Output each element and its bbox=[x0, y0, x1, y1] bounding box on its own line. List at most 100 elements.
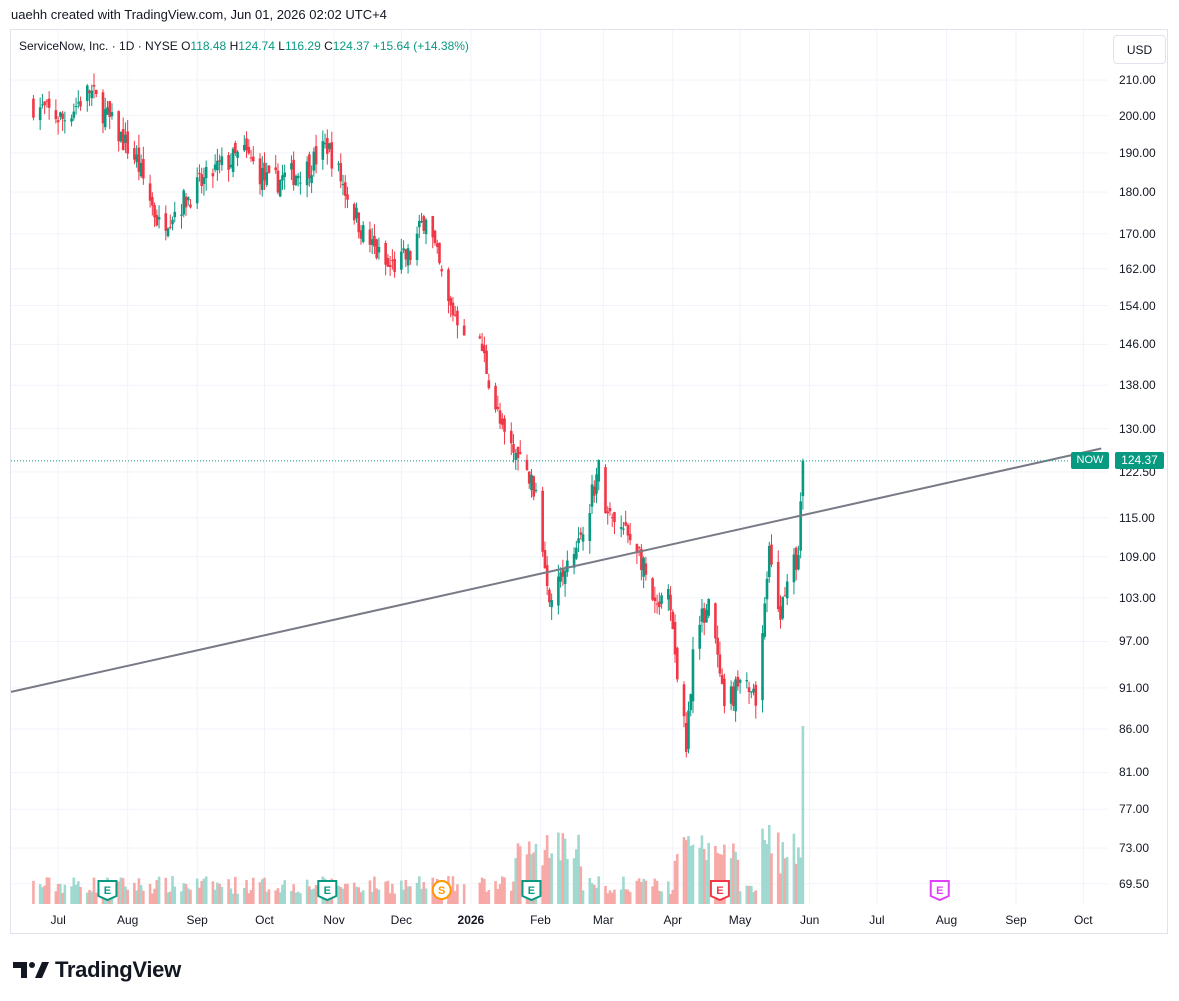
candle-body bbox=[106, 107, 109, 115]
volume-bar bbox=[779, 873, 782, 904]
volume-bar bbox=[496, 889, 500, 904]
legend-close: 124.37 bbox=[332, 39, 370, 53]
earnings-event-icon[interactable]: E bbox=[317, 880, 338, 902]
volume-bar bbox=[750, 886, 753, 904]
candle-body bbox=[343, 182, 347, 196]
candle-body bbox=[610, 517, 614, 519]
price-tick-label: 86.00 bbox=[1119, 721, 1150, 736]
candle-body bbox=[483, 345, 486, 354]
earnings-event-icon[interactable]: E bbox=[709, 880, 730, 902]
volume-bar bbox=[155, 880, 159, 904]
candle-body bbox=[729, 686, 733, 704]
volume-bar bbox=[359, 892, 363, 904]
candle-body bbox=[700, 608, 704, 622]
legend-close-label: C bbox=[324, 39, 333, 53]
candle-body bbox=[716, 637, 719, 655]
trendline[interactable] bbox=[10, 447, 1102, 693]
volume-bar bbox=[595, 887, 598, 904]
candle-body bbox=[236, 151, 239, 158]
time-tick-label: Jul bbox=[869, 913, 885, 927]
volume-bar bbox=[391, 883, 394, 904]
volume-bar bbox=[263, 877, 266, 904]
volume-bar bbox=[415, 882, 419, 904]
volume-bar bbox=[642, 878, 645, 904]
volume-bar bbox=[767, 824, 771, 904]
volume-bar bbox=[85, 892, 89, 904]
candle-body bbox=[660, 595, 663, 604]
volume-bar bbox=[644, 880, 648, 904]
event-shape bbox=[97, 880, 118, 902]
volume-bar bbox=[500, 876, 504, 904]
candle-body bbox=[776, 561, 780, 610]
volume-bar bbox=[689, 846, 693, 904]
candle-body bbox=[56, 120, 60, 123]
candle-body bbox=[624, 522, 627, 526]
volume-bar bbox=[422, 882, 426, 904]
candle-body bbox=[597, 459, 601, 482]
volume-bar bbox=[74, 884, 78, 904]
volume-bar bbox=[559, 860, 562, 904]
volume-bar bbox=[702, 848, 706, 904]
candle-body bbox=[579, 532, 583, 535]
candle-body bbox=[377, 247, 381, 253]
volume-bar bbox=[204, 876, 208, 904]
candle-body bbox=[368, 229, 372, 245]
currency-button[interactable]: USD bbox=[1113, 35, 1166, 64]
candle-body bbox=[357, 212, 361, 233]
volume-bar bbox=[669, 893, 672, 904]
legend-open-label: O bbox=[181, 39, 191, 53]
volume-bar bbox=[310, 889, 313, 904]
candle-body bbox=[424, 219, 428, 235]
candle-body bbox=[283, 172, 286, 177]
volume-bar bbox=[404, 879, 408, 904]
volume-bar bbox=[249, 889, 253, 904]
candle-body bbox=[198, 172, 201, 175]
candle-body bbox=[720, 674, 724, 684]
legend-low-label: L bbox=[278, 39, 285, 53]
volume-bar bbox=[276, 888, 280, 904]
tradingview-logo[interactable]: TradingView bbox=[13, 957, 181, 983]
candle-body bbox=[447, 269, 450, 302]
volume-bar bbox=[406, 886, 410, 904]
earnings-event-icon[interactable]: E bbox=[97, 880, 118, 902]
earnings-event-icon[interactable]: E bbox=[929, 880, 950, 902]
volume-bar bbox=[588, 878, 592, 904]
candle-body bbox=[779, 606, 782, 620]
candle-body bbox=[168, 226, 172, 228]
candle-body bbox=[90, 90, 94, 99]
volume-bar bbox=[494, 881, 497, 904]
volume-bar bbox=[433, 893, 437, 904]
volume-bar bbox=[195, 878, 199, 904]
candle-body bbox=[47, 98, 51, 108]
candle-body bbox=[310, 175, 313, 184]
candle-body bbox=[707, 598, 710, 616]
candle-body bbox=[231, 148, 235, 173]
volume-bar bbox=[424, 888, 428, 904]
candle-body bbox=[747, 687, 751, 693]
price-tick-label: 154.00 bbox=[1119, 298, 1156, 313]
time-tick-label: Dec bbox=[390, 913, 412, 927]
earnings-event-icon[interactable]: E bbox=[521, 880, 542, 902]
volume-bar bbox=[393, 893, 396, 904]
volume-bar bbox=[592, 884, 596, 904]
volume-bar bbox=[478, 882, 482, 904]
volume-bar bbox=[258, 882, 262, 904]
time-tick-label: Feb bbox=[530, 913, 551, 927]
volume-bar bbox=[705, 860, 708, 904]
candle-body bbox=[133, 148, 136, 160]
price-tick-label: 73.00 bbox=[1119, 841, 1150, 856]
volume-bar bbox=[72, 877, 76, 904]
candle-body bbox=[530, 474, 533, 491]
candle-body bbox=[108, 101, 112, 118]
volume-bar bbox=[653, 878, 657, 904]
split-event-icon[interactable]: S bbox=[431, 880, 452, 900]
time-tick-label: Mar bbox=[592, 913, 614, 927]
volume-bar bbox=[139, 885, 143, 904]
volume-bar bbox=[543, 849, 547, 904]
volume-bar bbox=[781, 842, 785, 904]
candle-body bbox=[752, 688, 755, 693]
volume-bar bbox=[451, 876, 455, 904]
price-tick-label: 115.00 bbox=[1119, 510, 1155, 525]
candle-body bbox=[79, 101, 82, 107]
